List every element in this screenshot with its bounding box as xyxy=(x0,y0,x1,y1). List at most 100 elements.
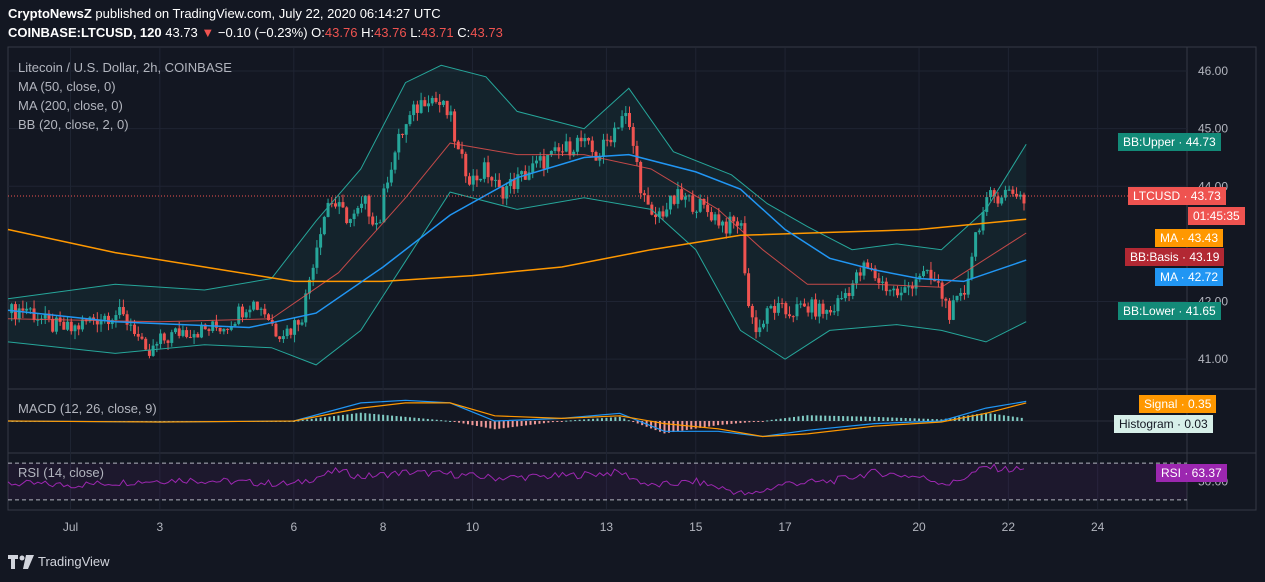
bb-upper-tag: BB:Upper · 44.73 xyxy=(1118,133,1221,151)
macd-histogram-bar xyxy=(806,415,809,421)
candle-body xyxy=(836,298,840,312)
candle-body xyxy=(572,151,576,156)
macd-histogram-bar xyxy=(779,418,782,421)
candle-body xyxy=(147,349,151,356)
macd-histogram-bar xyxy=(868,416,871,421)
candle-body xyxy=(356,208,360,214)
macd-histogram-bar xyxy=(618,416,621,421)
macd-histogram-bar xyxy=(815,415,818,421)
macd-histogram-bar xyxy=(1002,415,1005,421)
macd-histogram-bar xyxy=(400,416,402,421)
macd-histogram-bar xyxy=(511,421,514,428)
candle-body xyxy=(575,137,579,152)
macd-histogram-bar xyxy=(873,416,876,421)
bb-lower-line xyxy=(7,191,1027,366)
high-value: 43.76 xyxy=(374,25,407,40)
macd-histogram-bar xyxy=(895,417,898,421)
candle-body xyxy=(304,293,308,323)
macd-histogram-bar xyxy=(882,417,885,421)
candle-body xyxy=(601,139,605,157)
candle-body xyxy=(933,279,937,282)
candle-body xyxy=(817,303,821,317)
time-tick-label: 15 xyxy=(689,520,703,534)
macd-histogram-bar xyxy=(440,420,443,422)
macd-histogram-bar xyxy=(851,416,854,421)
candle-body xyxy=(992,190,996,197)
candle-body xyxy=(683,196,687,200)
open-value: 43.76 xyxy=(324,25,358,40)
macd-histogram-bar xyxy=(453,421,456,422)
macd-histogram-bar xyxy=(726,421,729,425)
macd-histogram-bar xyxy=(596,418,599,421)
macd-histogram-bar xyxy=(556,421,559,422)
candle-body xyxy=(743,223,747,274)
candle-body xyxy=(486,162,490,178)
macd-histogram-bar xyxy=(297,420,300,422)
time-tick-label: 6 xyxy=(290,520,297,534)
macd-histogram-bar xyxy=(793,416,795,421)
macd-histogram-bar xyxy=(846,416,849,421)
price-tick-label: 45.00 xyxy=(1198,122,1228,136)
candle-body xyxy=(133,324,137,334)
macd-histogram-bar xyxy=(502,421,505,429)
candle-body xyxy=(326,202,330,217)
macd-histogram-bar xyxy=(935,419,938,421)
candle-body xyxy=(799,303,803,305)
macd-histogram-bar xyxy=(721,421,724,425)
candle-body xyxy=(95,320,99,325)
candle-body xyxy=(862,262,866,276)
candle-body xyxy=(959,292,963,296)
macd-histogram-bar xyxy=(1020,417,1023,421)
candle-body xyxy=(389,169,393,183)
macd-histogram-bar xyxy=(833,415,836,421)
candle-body xyxy=(925,269,929,272)
candle-body xyxy=(438,101,442,105)
macd-histogram-bar xyxy=(547,421,550,423)
candle-body xyxy=(784,303,788,315)
candle-body xyxy=(25,308,29,311)
candle-body xyxy=(661,211,665,217)
candle-body xyxy=(99,319,103,325)
candle-body xyxy=(747,273,751,306)
macd-histogram-bar xyxy=(413,417,416,421)
price-tick-label: 41.00 xyxy=(1198,352,1228,366)
macd-histogram-bar xyxy=(458,421,461,423)
ma200-tag: MA · 42.72 xyxy=(1155,268,1224,286)
bb-basis-line xyxy=(7,142,1027,323)
candle-body xyxy=(248,309,252,313)
candle-body xyxy=(159,333,163,344)
macd-histogram-bar xyxy=(690,421,693,430)
macd-histogram-bar xyxy=(748,421,751,423)
macd-histogram-bar xyxy=(730,421,733,424)
macd-histogram-bar xyxy=(623,418,626,421)
macd-histogram-bar xyxy=(525,421,528,426)
candle-body xyxy=(80,319,84,330)
candle-body xyxy=(583,138,587,142)
candle-body xyxy=(858,272,862,276)
candle-body xyxy=(121,307,125,315)
macd-histogram-bar xyxy=(775,419,778,421)
candle-body xyxy=(940,282,944,299)
candle-body xyxy=(843,292,847,299)
candle-body xyxy=(445,100,449,116)
candle-body xyxy=(222,328,226,332)
macd-histogram-bar xyxy=(842,416,845,421)
macd-histogram-bar xyxy=(641,421,644,426)
candle-body xyxy=(363,195,367,204)
macd-histogram-bar xyxy=(408,417,411,421)
candle-body xyxy=(538,156,542,161)
time-tick-label: 13 xyxy=(600,520,614,534)
macd-histogram-bar xyxy=(377,414,380,421)
candle-body xyxy=(170,332,174,343)
macd-histogram-bar xyxy=(319,417,322,421)
ma50-legend: MA (50, close, 0) xyxy=(18,79,116,94)
candle-body xyxy=(322,216,326,235)
candle-body xyxy=(106,315,110,325)
candle-body xyxy=(642,193,646,196)
macd-histogram-bar xyxy=(493,421,496,430)
macd-histogram-bar xyxy=(341,414,344,421)
close-label: C: xyxy=(457,25,471,40)
macd-signal-line xyxy=(7,402,1027,438)
candle-body xyxy=(769,306,773,309)
